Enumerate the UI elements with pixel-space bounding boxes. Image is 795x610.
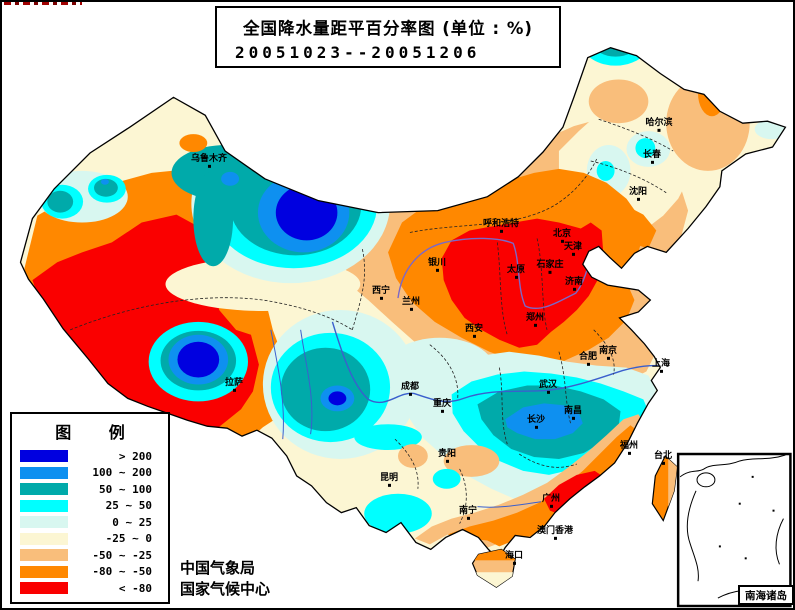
legend-label: 25 ~ 50 <box>105 499 152 513</box>
map-title: 全国降水量距平百分率图 (单位 : %) <box>243 19 533 38</box>
taiwan-island <box>651 455 678 522</box>
legend-swatch <box>20 499 68 512</box>
legend-row: 25 ~ 50 <box>12 498 168 515</box>
pearl-river <box>477 501 542 508</box>
hainan-island <box>471 548 516 588</box>
legend-swatch <box>20 582 68 595</box>
legend-row: < -80 <box>12 580 168 597</box>
legend-label: -80 ~ -50 <box>92 565 152 579</box>
inset-label: 南海诸岛 <box>738 585 793 605</box>
legend-row: > 200 <box>12 448 168 465</box>
legend-title: 图 例 <box>55 423 141 442</box>
legend-box: 图 例 > 200 100 ~ 200 50 ~ 100 25 ~ 50 0 ~ 25 -… <box>10 412 170 604</box>
southwest-rivers <box>270 329 313 440</box>
legend-row: -25 ~ 0 <box>12 531 168 548</box>
legend-row: 100 ~ 200 <box>12 465 168 482</box>
province-boundaries <box>70 118 674 524</box>
map-date-range: 20051023--20051206 <box>235 43 481 62</box>
legend-rows: > 200 100 ~ 200 50 ~ 100 25 ~ 50 0 ~ 25 -25 ~… <box>12 448 168 597</box>
legend-swatch <box>20 549 68 562</box>
legend-row: 0 ~ 25 <box>12 514 168 531</box>
legend-swatch <box>20 565 68 578</box>
legend-row: 50 ~ 100 <box>12 481 168 498</box>
inset-island-dots <box>718 475 775 560</box>
agency-line-2: 国家气候中心 <box>180 580 271 598</box>
agency-line-1: 中国气象局 <box>180 559 256 577</box>
yellow-river <box>397 237 591 310</box>
legend-label: < -80 <box>118 581 152 595</box>
legend-label: > 200 <box>118 449 152 463</box>
legend-label: 0 ~ 25 <box>112 515 152 529</box>
clipped-red-text-fragment <box>4 2 82 5</box>
yangtze-river <box>331 321 659 404</box>
legend-swatch <box>20 450 68 463</box>
legend-row: -80 ~ -50 <box>12 564 168 581</box>
legend-swatch <box>20 466 68 479</box>
china-outline <box>19 47 787 561</box>
legend-label: -25 ~ 0 <box>105 532 152 546</box>
agency-credit: 中国气象局 国家气候中心 <box>180 558 270 600</box>
south-china-sea-inset <box>676 452 792 608</box>
legend-swatch <box>20 532 68 545</box>
legend-row: -50 ~ -25 <box>12 547 168 564</box>
map-title-box: 全国降水量距平百分率图 (单位 : %) 20051023--20051206 <box>215 6 561 68</box>
legend-label: -50 ~ -25 <box>92 548 152 562</box>
legend-swatch <box>20 516 68 529</box>
legend-swatch <box>20 483 68 496</box>
legend-label: 100 ~ 200 <box>92 466 152 480</box>
legend-label: 50 ~ 100 <box>99 482 152 496</box>
